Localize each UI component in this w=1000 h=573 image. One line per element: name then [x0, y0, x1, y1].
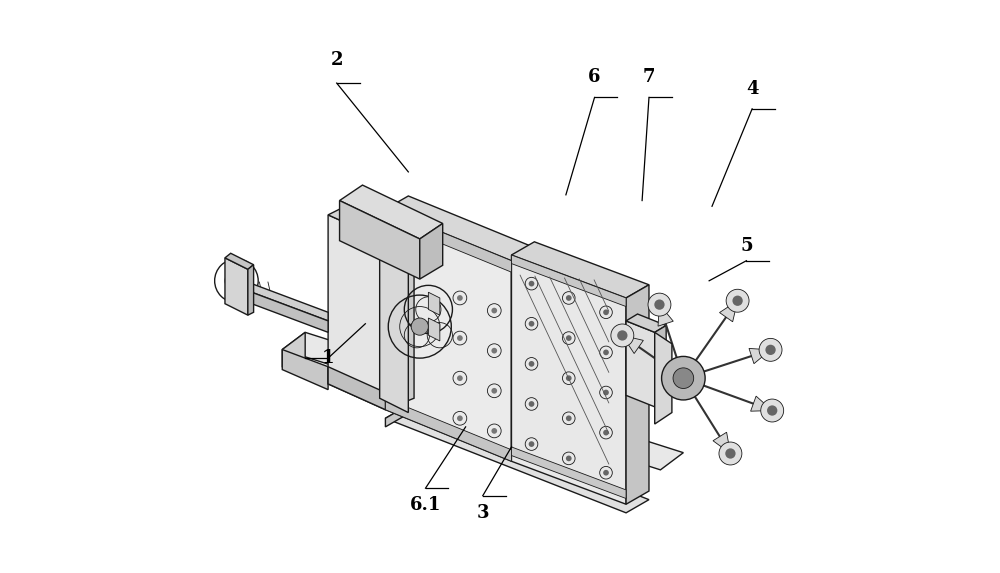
- Polygon shape: [328, 215, 385, 410]
- Text: 7: 7: [643, 68, 655, 87]
- Polygon shape: [511, 255, 626, 504]
- Polygon shape: [225, 258, 248, 315]
- Polygon shape: [626, 285, 649, 504]
- Circle shape: [603, 430, 609, 435]
- Circle shape: [365, 340, 372, 347]
- Polygon shape: [658, 305, 673, 326]
- Circle shape: [491, 308, 497, 313]
- Circle shape: [603, 350, 609, 355]
- Text: 2: 2: [330, 51, 343, 69]
- Circle shape: [765, 345, 776, 355]
- Circle shape: [603, 390, 609, 395]
- Text: 5: 5: [740, 237, 753, 256]
- Circle shape: [725, 448, 736, 458]
- Polygon shape: [511, 242, 649, 298]
- Polygon shape: [225, 253, 254, 269]
- Circle shape: [611, 324, 634, 347]
- Circle shape: [457, 295, 463, 301]
- Circle shape: [566, 456, 572, 461]
- Polygon shape: [351, 189, 397, 218]
- Circle shape: [759, 339, 782, 362]
- Circle shape: [673, 368, 694, 388]
- Polygon shape: [749, 348, 771, 364]
- Polygon shape: [420, 223, 443, 279]
- Circle shape: [566, 375, 572, 381]
- Circle shape: [566, 415, 572, 421]
- Polygon shape: [655, 332, 672, 424]
- Circle shape: [529, 321, 534, 327]
- Polygon shape: [236, 278, 328, 321]
- Circle shape: [411, 318, 428, 335]
- Circle shape: [662, 356, 705, 400]
- Circle shape: [491, 388, 497, 394]
- Circle shape: [403, 272, 408, 278]
- Polygon shape: [511, 447, 626, 499]
- Circle shape: [566, 295, 572, 301]
- Circle shape: [719, 442, 742, 465]
- Polygon shape: [511, 248, 534, 461]
- Circle shape: [403, 312, 408, 318]
- Circle shape: [491, 348, 497, 354]
- Circle shape: [457, 335, 463, 341]
- Polygon shape: [340, 185, 443, 239]
- Circle shape: [457, 415, 463, 421]
- Polygon shape: [385, 405, 649, 513]
- Polygon shape: [626, 321, 655, 407]
- Circle shape: [529, 281, 534, 286]
- Polygon shape: [385, 398, 511, 461]
- Circle shape: [339, 283, 346, 290]
- Polygon shape: [713, 432, 730, 453]
- Circle shape: [529, 401, 534, 407]
- Polygon shape: [720, 301, 738, 322]
- Circle shape: [603, 470, 609, 476]
- Polygon shape: [282, 350, 328, 390]
- Circle shape: [732, 296, 743, 306]
- Circle shape: [339, 323, 346, 330]
- Polygon shape: [340, 201, 420, 279]
- Polygon shape: [328, 201, 414, 241]
- Polygon shape: [622, 335, 643, 354]
- Text: 6.1: 6.1: [410, 496, 441, 515]
- Polygon shape: [511, 255, 626, 307]
- Circle shape: [529, 361, 534, 367]
- Text: 6: 6: [588, 68, 601, 87]
- Polygon shape: [751, 396, 772, 411]
- Polygon shape: [282, 332, 305, 370]
- Circle shape: [529, 441, 534, 447]
- Circle shape: [648, 293, 671, 316]
- Text: 4: 4: [746, 80, 758, 98]
- Polygon shape: [428, 318, 440, 341]
- Polygon shape: [385, 226, 414, 410]
- Circle shape: [566, 335, 572, 341]
- Polygon shape: [385, 229, 426, 255]
- Circle shape: [403, 352, 408, 358]
- Polygon shape: [385, 209, 511, 461]
- Circle shape: [403, 390, 408, 395]
- Polygon shape: [380, 241, 408, 413]
- Polygon shape: [385, 196, 534, 261]
- Circle shape: [761, 399, 784, 422]
- Polygon shape: [428, 292, 440, 315]
- Circle shape: [365, 295, 372, 301]
- Circle shape: [457, 375, 463, 381]
- Polygon shape: [248, 265, 254, 315]
- Polygon shape: [236, 286, 328, 332]
- Polygon shape: [655, 325, 666, 407]
- Circle shape: [339, 355, 346, 362]
- Text: 1: 1: [322, 349, 334, 367]
- Circle shape: [767, 405, 777, 415]
- Polygon shape: [328, 367, 385, 410]
- Circle shape: [726, 289, 749, 312]
- Polygon shape: [282, 332, 683, 470]
- Circle shape: [617, 330, 627, 340]
- Circle shape: [654, 300, 665, 310]
- Circle shape: [603, 309, 609, 315]
- Polygon shape: [385, 405, 408, 427]
- Polygon shape: [385, 209, 511, 272]
- Circle shape: [491, 428, 497, 434]
- Text: 3: 3: [477, 504, 489, 522]
- Polygon shape: [626, 314, 666, 332]
